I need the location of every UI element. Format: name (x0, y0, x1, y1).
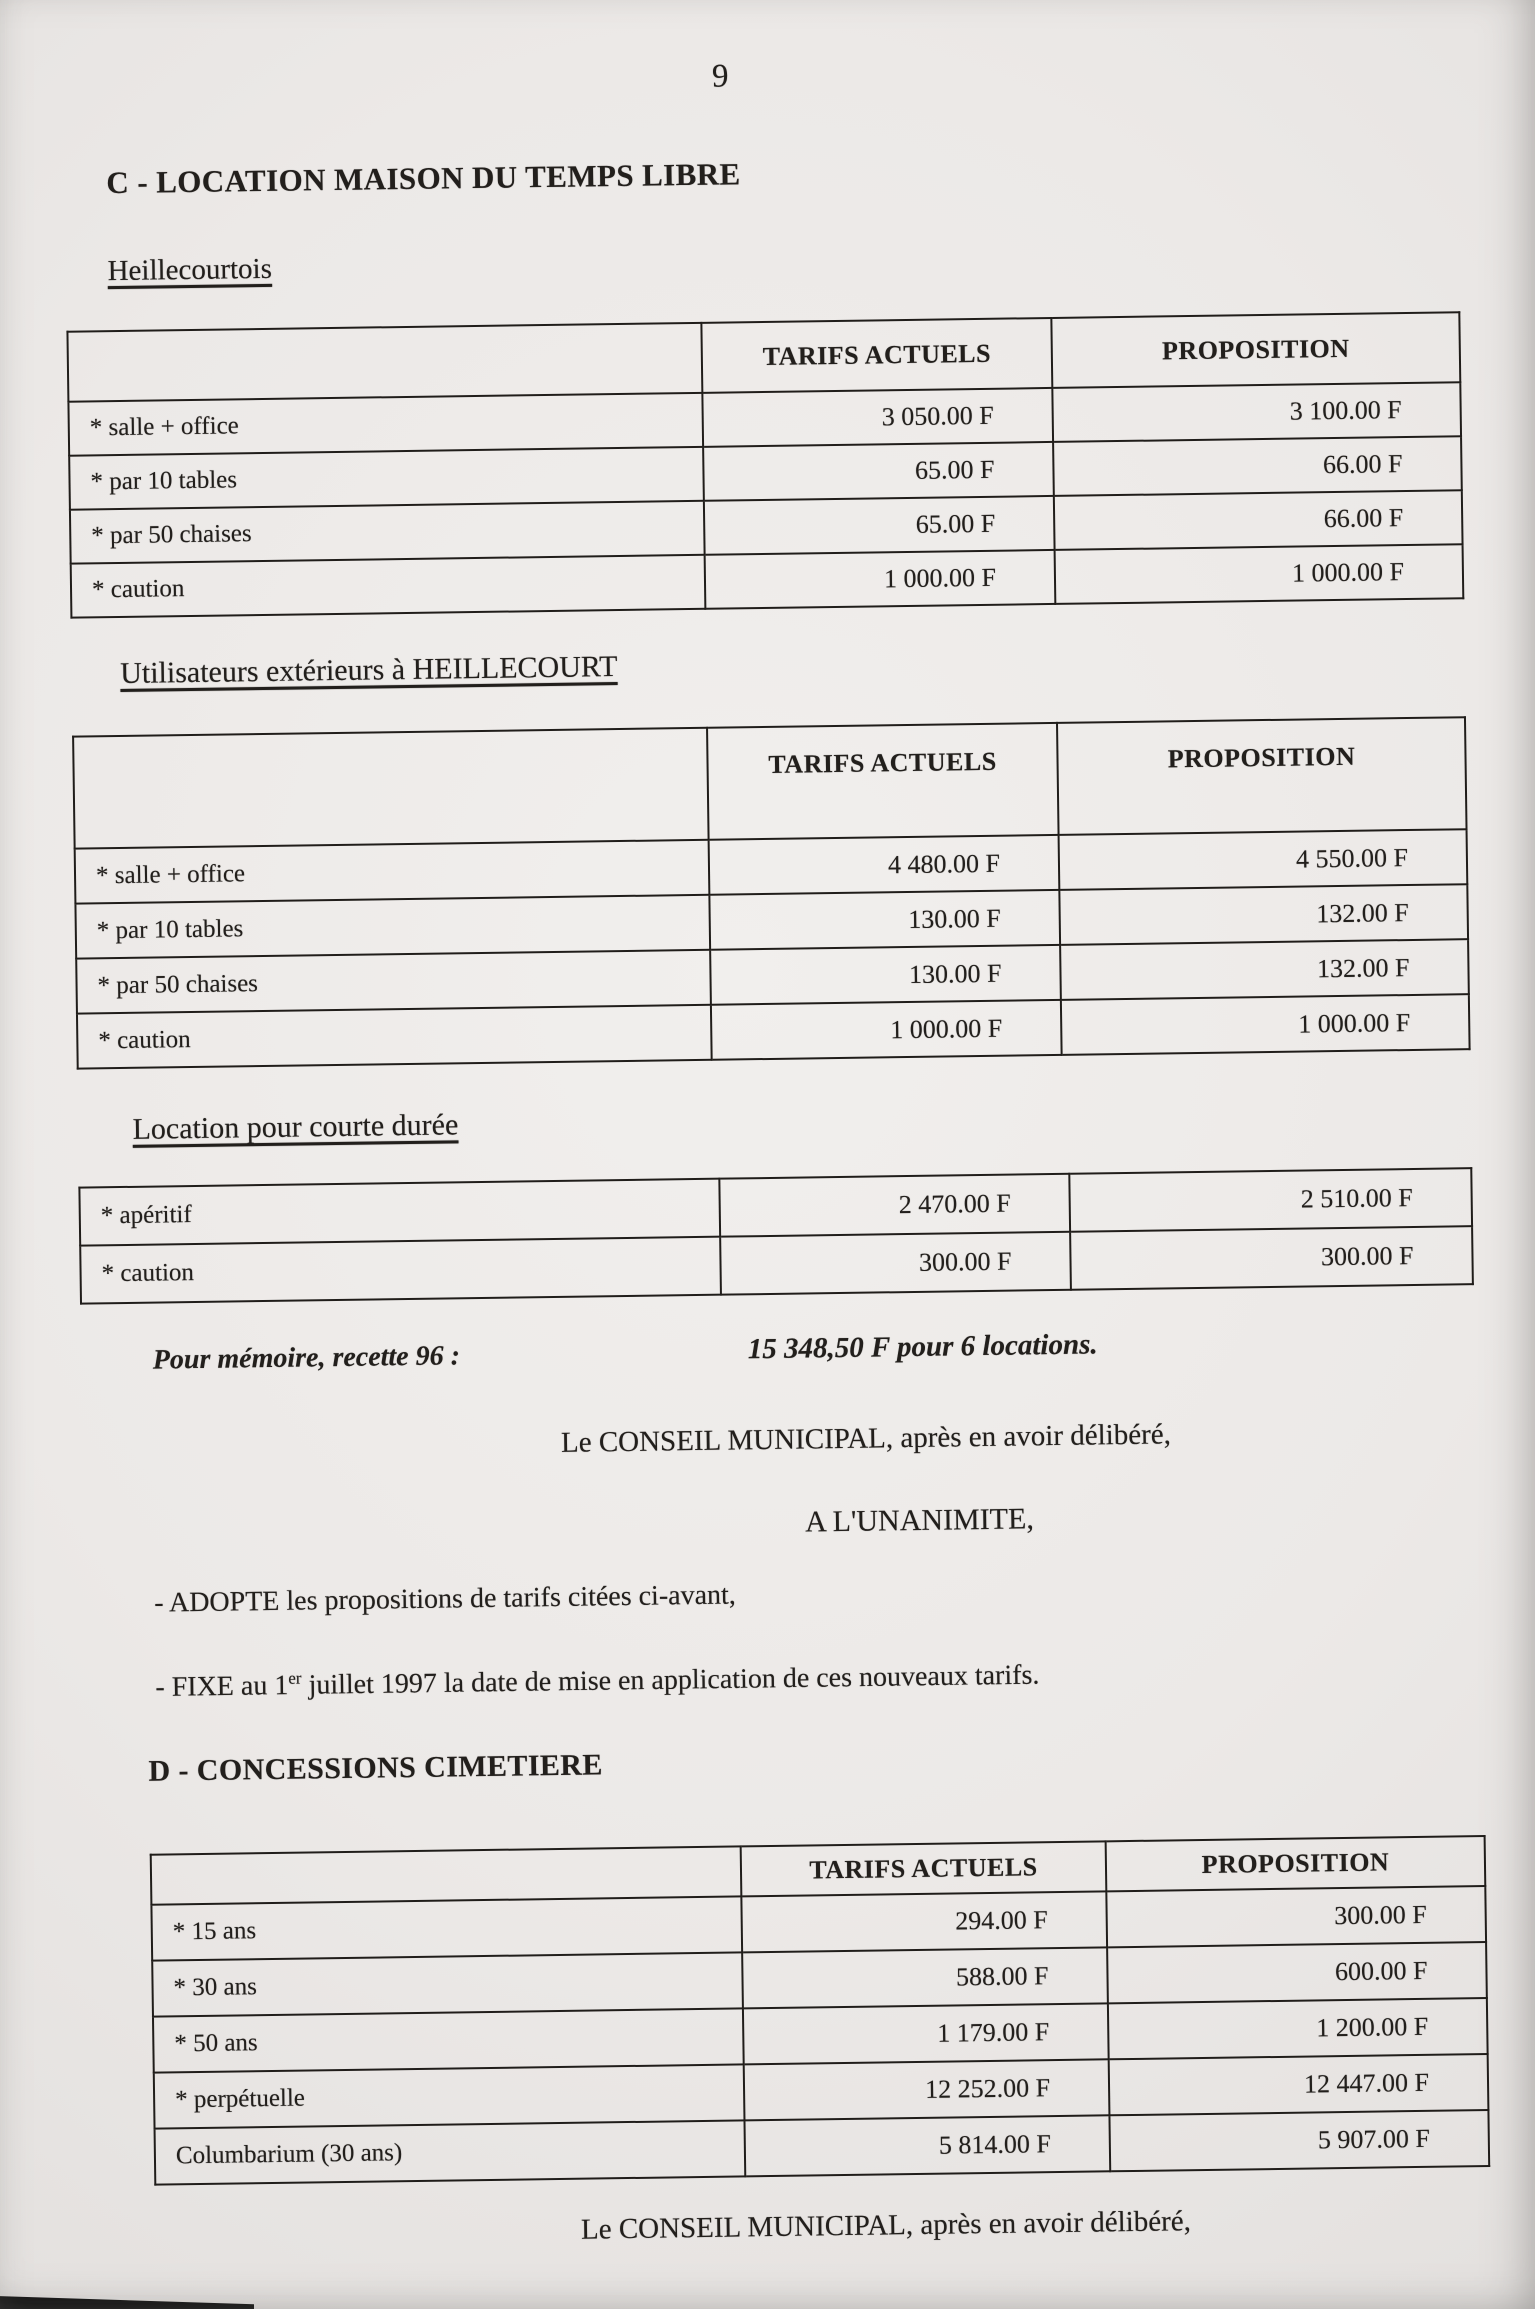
row-label: * par 50 chaises (69, 500, 705, 564)
proposition-cell: 66.00 F (1053, 436, 1462, 496)
memo-value: 15 348,50 F pour 6 locations. (747, 1328, 1098, 1366)
tarif-cell: 300.00 F (720, 1231, 1071, 1295)
proposition-cell: 1 200.00 F (1107, 1998, 1488, 2060)
empty-header-cell (150, 1846, 742, 1905)
tarif-cell: 294.00 F (741, 1891, 1108, 1953)
table-utilisateurs-exterieurs: TARIFS ACTUELS PROPOSITION * salle + off… (72, 716, 1471, 1069)
row-label: * salle + office (74, 839, 710, 904)
proposition-cell: 1 000.00 F (1060, 994, 1470, 1055)
proposition-cell: 300.00 F (1070, 1226, 1473, 1290)
proposition-cell: 600.00 F (1107, 1942, 1487, 2004)
empty-header-cell (73, 727, 709, 849)
row-label: * par 10 tables (75, 894, 711, 959)
tarif-cell: 5 814.00 F (744, 2115, 1111, 2177)
col-header-tarifs-actuels: TARIFS ACTUELS (740, 1841, 1107, 1897)
table-location-courte-duree: * apéritif 2 470.00 F 2 510.00 F * cauti… (78, 1167, 1474, 1304)
row-label: * caution (70, 554, 706, 618)
proposition-cell: 132.00 F (1059, 884, 1469, 945)
row-label: * caution (76, 1004, 712, 1069)
memo-label: Pour mémoire, recette 96 : (152, 1340, 461, 1376)
col-header-tarifs-actuels: TARIFS ACTUELS (707, 722, 1059, 840)
section-c-title: C - LOCATION MAISON DU TEMPS LIBRE (106, 156, 741, 201)
subheading-location-courte-duree: Location pour courte durée (132, 1108, 459, 1146)
tarif-cell: 65.00 F (703, 495, 1055, 555)
deliberation-line: Le CONSEIL MUNICIPAL, après en avoir dél… (580, 2205, 1192, 2246)
tarif-cell: 130.00 F (709, 889, 1061, 950)
row-label: * par 50 chaises (76, 949, 711, 1014)
deliberation-line: Le CONSEIL MUNICIPAL, après en avoir dél… (560, 1418, 1172, 1459)
page-number: 9 (711, 58, 729, 95)
row-label: * par 10 tables (69, 446, 704, 510)
tarif-cell: 1 179.00 F (742, 2003, 1109, 2065)
tarif-cell: 65.00 F (703, 441, 1054, 501)
table-header-row: TARIFS ACTUELS PROPOSITION (73, 717, 1467, 849)
proposition-cell: 3 100.00 F (1052, 382, 1462, 442)
table-heillecourtois: TARIFS ACTUELS PROPOSITION * salle + off… (66, 311, 1464, 618)
subheading-heillecourtois: Heillecourtois (107, 252, 273, 288)
row-label: * 15 ans (151, 1896, 743, 1961)
row-label: * 30 ans (152, 1952, 743, 2017)
tarif-cell: 12 252.00 F (743, 2059, 1110, 2121)
fixe-superscript: er (288, 1668, 302, 1688)
col-header-proposition: PROPOSITION (1105, 1836, 1486, 1892)
proposition-cell: 2 510.00 F (1069, 1168, 1473, 1232)
proposition-cell: 1 000.00 F (1054, 544, 1464, 604)
row-label: * apéritif (79, 1178, 721, 1246)
proposition-cell: 4 550.00 F (1058, 829, 1468, 890)
col-header-proposition: PROPOSITION (1057, 717, 1467, 835)
section-d-title: D - CONCESSIONS CIMETIERE (148, 1748, 604, 1788)
table-concessions-cimetiere: TARIFS ACTUELS PROPOSITION * 15 ans 294.… (150, 1835, 1491, 2186)
tarif-cell: 130.00 F (710, 944, 1061, 1005)
tarif-cell: 588.00 F (742, 1947, 1108, 2009)
fixe-line: - FIXE au 1er juillet 1997 la date de mi… (155, 1658, 1039, 1704)
fixe-suffix: juillet 1997 la date de mise en applicat… (301, 1659, 1040, 1701)
proposition-cell: 300.00 F (1106, 1886, 1487, 1948)
tarif-cell: 1 000.00 F (710, 999, 1062, 1060)
fixe-prefix: - FIXE au 1 (155, 1670, 289, 1703)
unanimite-line: A L'UNANIMITE, (804, 1502, 1035, 1539)
empty-header-cell (67, 322, 703, 402)
row-label: * caution (80, 1236, 721, 1304)
tarif-cell: 2 470.00 F (719, 1173, 1071, 1237)
row-label: * 50 ans (152, 2008, 744, 2073)
proposition-cell: 66.00 F (1053, 490, 1463, 550)
proposition-cell: 5 907.00 F (1109, 2110, 1490, 2172)
subheading-utilisateurs-exterieurs: Utilisateurs extérieurs à HEILLECOURT (119, 650, 618, 690)
tarif-cell: 3 050.00 F (702, 387, 1054, 447)
row-label: * salle + office (68, 392, 704, 456)
tarif-cell: 1 000.00 F (704, 549, 1056, 609)
proposition-cell: 132.00 F (1060, 939, 1469, 1000)
col-header-proposition: PROPOSITION (1051, 312, 1461, 388)
adopte-line: - ADOPTE les propositions de tarifs cité… (153, 1579, 737, 1619)
row-label: * perpétuelle (153, 2064, 745, 2129)
row-label: Columbarium (30 ans) (154, 2120, 746, 2185)
tarif-cell: 4 480.00 F (708, 834, 1060, 895)
proposition-cell: 12 447.00 F (1108, 2054, 1489, 2116)
col-header-tarifs-actuels: TARIFS ACTUELS (701, 317, 1053, 393)
